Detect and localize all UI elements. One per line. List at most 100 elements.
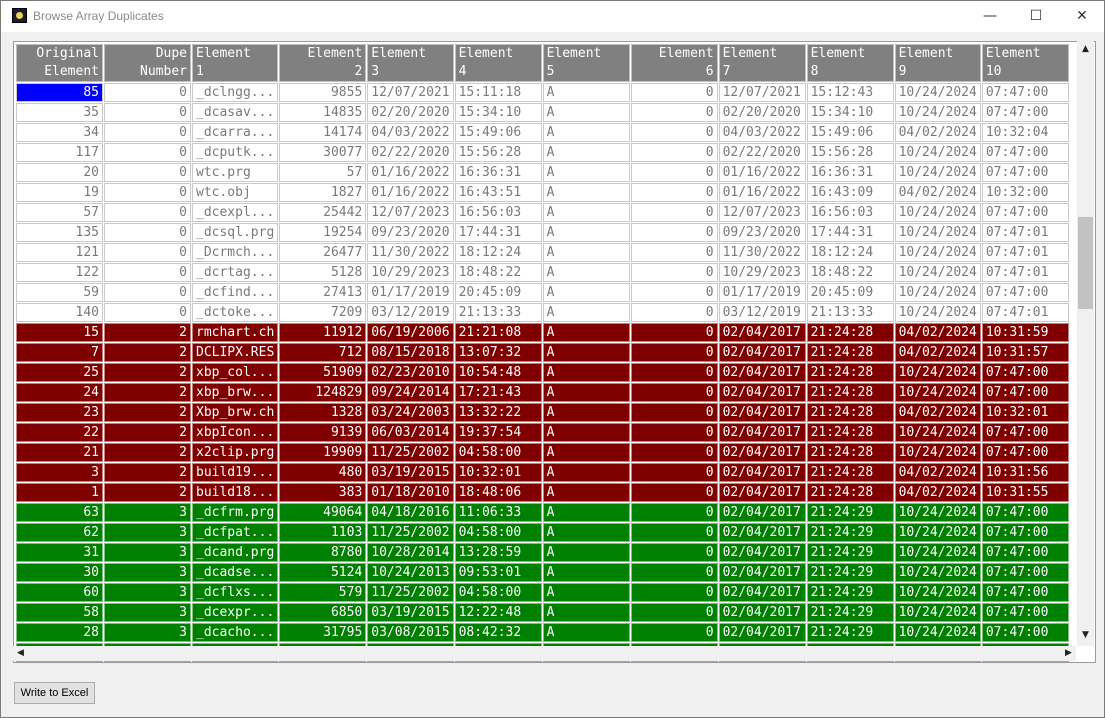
table-cell[interactable]: 09/24/2014: [367, 383, 454, 402]
table-cell[interactable]: A: [542, 143, 630, 162]
table-cell[interactable]: 02/04/2017: [718, 403, 806, 422]
table-cell[interactable]: 15:49:06: [806, 123, 894, 142]
table-cell[interactable]: A: [542, 423, 630, 442]
table-cell[interactable]: _dclngg...: [192, 83, 279, 102]
table-cell[interactable]: 0: [104, 203, 191, 222]
table-cell[interactable]: A: [542, 123, 630, 142]
table-cell[interactable]: 01/17/2019: [367, 283, 454, 302]
table-cell[interactable]: 1827: [279, 183, 367, 202]
table-cell[interactable]: 11/25/2002: [367, 583, 454, 602]
table-cell[interactable]: 21:24:28: [806, 443, 894, 462]
table-cell[interactable]: 02/22/2020: [718, 143, 806, 162]
table-row[interactable]: 62 3 _dcfpat... 1103 11/25/2002 04:58:00 A 0 02/…: [16, 523, 1069, 542]
table-cell[interactable]: 0: [630, 623, 718, 642]
table-row[interactable]: 23 2 Xbp_brw.ch 1328 03/24/2003 13:32:22 A 0 02/…: [16, 403, 1069, 422]
table-cell[interactable]: 02/23/2010: [367, 363, 454, 382]
table-cell[interactable]: A: [542, 443, 630, 462]
table-cell[interactable]: 01/16/2022: [718, 163, 806, 182]
table-cell[interactable]: 03/12/2019: [367, 303, 454, 322]
table-cell[interactable]: 20:45:09: [454, 283, 542, 302]
table-cell[interactable]: 15:56:28: [454, 143, 542, 162]
table-cell[interactable]: 02/22/2020: [367, 143, 454, 162]
table-cell[interactable]: 18:12:24: [454, 243, 542, 262]
table-cell[interactable]: 24: [16, 383, 103, 402]
table-cell[interactable]: 10/24/2024: [894, 83, 981, 102]
table-cell[interactable]: 02/04/2017: [718, 323, 806, 342]
table-row[interactable]: 28 3 _dcacho... 31795 03/08/2015 08:42:32 A 0 02…: [16, 623, 1069, 642]
table-cell[interactable]: 19909: [279, 443, 367, 462]
table-cell[interactable]: 16:43:51: [454, 183, 542, 202]
table-cell[interactable]: 51909: [279, 363, 367, 382]
table-cell[interactable]: 02/04/2017: [718, 523, 806, 542]
table-cell[interactable]: 712: [279, 343, 367, 362]
table-cell[interactable]: 3: [104, 563, 191, 582]
table-cell[interactable]: 0: [630, 243, 718, 262]
table-cell[interactable]: 02/04/2017: [718, 503, 806, 522]
maximize-button[interactable]: ☐: [1029, 8, 1043, 24]
table-cell[interactable]: rmchart.ch: [192, 323, 279, 342]
table-cell[interactable]: 07:47:01: [981, 243, 1069, 262]
scroll-down-icon[interactable]: ▼: [1082, 630, 1089, 640]
table-cell[interactable]: A: [542, 323, 630, 342]
table-cell[interactable]: 3: [104, 603, 191, 622]
table-cell[interactable]: 07:47:00: [981, 583, 1069, 602]
table-cell[interactable]: _dcfpat...: [192, 523, 279, 542]
table-cell[interactable]: 5128: [279, 263, 367, 282]
table-cell[interactable]: A: [542, 603, 630, 622]
table-cell[interactable]: 02/04/2017: [718, 423, 806, 442]
table-cell[interactable]: A: [542, 223, 630, 242]
table-cell[interactable]: 10/24/2024: [894, 223, 981, 242]
table-cell[interactable]: 57: [279, 163, 367, 182]
column-header[interactable]: Element 2: [279, 44, 367, 82]
table-cell[interactable]: 11/30/2022: [718, 243, 806, 262]
table-row[interactable]: 20 0 wtc.prg 57 01/16/2022 16:36:31 A 0 01/16/20…: [16, 163, 1069, 182]
table-cell[interactable]: 10/24/2024: [894, 383, 981, 402]
table-cell[interactable]: DCLIPX.RES: [192, 343, 279, 362]
table-cell[interactable]: 16:56:03: [806, 203, 894, 222]
table-cell[interactable]: 04/02/2024: [894, 483, 981, 502]
table-cell[interactable]: _dcfrm.prg: [192, 503, 279, 522]
table-cell[interactable]: 15:56:28: [806, 143, 894, 162]
table-cell[interactable]: 04/03/2022: [718, 123, 806, 142]
table-cell[interactable]: 31795: [279, 623, 367, 642]
minimize-button[interactable]: —: [983, 8, 997, 24]
table-cell[interactable]: 3: [16, 463, 103, 482]
table-cell[interactable]: 19:37:54: [454, 423, 542, 442]
table-cell[interactable]: 85: [16, 83, 103, 102]
table-cell[interactable]: 10/24/2024: [894, 143, 981, 162]
table-cell[interactable]: 0: [630, 423, 718, 442]
table-cell[interactable]: A: [542, 183, 630, 202]
table-cell[interactable]: 10:31:59: [981, 323, 1069, 342]
table-cell[interactable]: 10/24/2024: [894, 523, 981, 542]
table-cell[interactable]: _dcfind...: [192, 283, 279, 302]
table-cell[interactable]: 58: [16, 603, 103, 622]
table-cell[interactable]: 03/08/2015: [367, 623, 454, 642]
table-cell[interactable]: 2: [104, 343, 191, 362]
table-cell[interactable]: 0: [104, 283, 191, 302]
close-button[interactable]: ✕: [1076, 8, 1088, 24]
table-cell[interactable]: Xbp_brw.ch: [192, 403, 279, 422]
table-cell[interactable]: 02/20/2020: [718, 103, 806, 122]
table-cell[interactable]: 3: [104, 623, 191, 642]
scroll-right-icon[interactable]: ▶: [1065, 648, 1072, 658]
table-cell[interactable]: _dcand.prg: [192, 543, 279, 562]
table-cell[interactable]: 07:47:00: [981, 543, 1069, 562]
table-cell[interactable]: 10/24/2024: [894, 443, 981, 462]
table-cell[interactable]: 0: [104, 143, 191, 162]
table-cell[interactable]: 0: [630, 223, 718, 242]
table-cell[interactable]: _dcexpl...: [192, 203, 279, 222]
table-cell[interactable]: 0: [630, 283, 718, 302]
table-cell[interactable]: 62: [16, 523, 103, 542]
table-cell[interactable]: 07:47:00: [981, 603, 1069, 622]
table-cell[interactable]: 15:12:43: [806, 83, 894, 102]
table-cell[interactable]: 12/07/2021: [367, 83, 454, 102]
table-cell[interactable]: 49064: [279, 503, 367, 522]
table-cell[interactable]: 8780: [279, 543, 367, 562]
table-cell[interactable]: 579: [279, 583, 367, 602]
table-cell[interactable]: A: [542, 563, 630, 582]
table-cell[interactable]: 13:07:32: [454, 343, 542, 362]
table-row[interactable]: 122 0 _dcrtag... 5128 10/29/2023 18:48:22 A 0 10…: [16, 263, 1069, 282]
table-cell[interactable]: 122: [16, 263, 103, 282]
table-cell[interactable]: 140: [16, 303, 103, 322]
column-header[interactable]: Element 10: [981, 44, 1069, 82]
